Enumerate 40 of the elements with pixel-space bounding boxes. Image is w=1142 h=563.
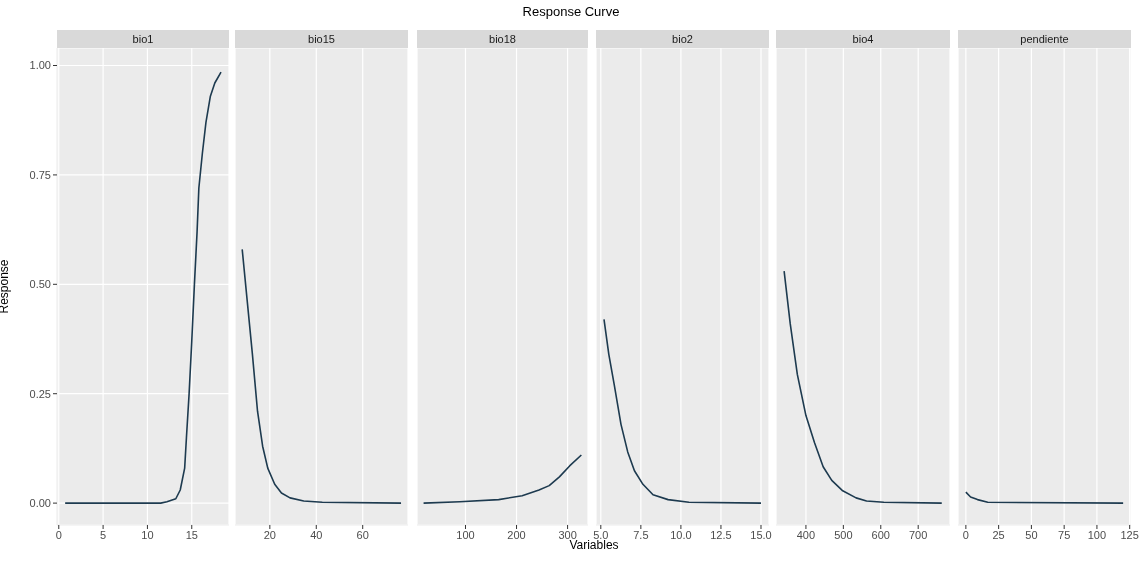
y-tick-label: 0.75 — [29, 168, 51, 181]
x-tick-label: 300 — [558, 528, 577, 541]
x-tick-label: 20 — [263, 528, 276, 541]
x-tick-label: 100 — [1087, 528, 1107, 541]
chart-title: bio15 — [235, 30, 408, 48]
line-series — [64, 71, 222, 504]
x-tick-label: 5.0 — [593, 528, 609, 541]
y-axis-title: Response — [0, 259, 12, 314]
x-tick-label: 60 — [356, 528, 369, 541]
y-tick-label: 0.25 — [29, 387, 51, 400]
y-tick-label: 0.00 — [29, 497, 51, 510]
x-tick-label: 75 — [1058, 528, 1071, 541]
y-tick-label: 0.50 — [29, 278, 51, 291]
chart-title: bio4 — [776, 30, 950, 48]
x-tick-label: 200 — [507, 528, 526, 541]
y-tick-label: 1.00 — [29, 59, 51, 72]
x-tick-label: 0 — [55, 528, 62, 541]
x-tick-label: 10.0 — [670, 528, 692, 541]
x-tick-label: 5 — [100, 528, 107, 541]
x-tick-label: 0 — [962, 528, 969, 541]
x-tick-label: 50 — [1025, 528, 1038, 541]
x-axis-title: Variables — [569, 538, 619, 552]
x-tick-label: 700 — [909, 528, 928, 541]
x-tick-label: 15.0 — [750, 528, 772, 541]
text: Response Curve — [521, 4, 621, 19]
chart-title: pendiente — [958, 30, 1131, 48]
x-tick-label: 600 — [871, 528, 890, 541]
x-tick-label: 25 — [992, 528, 1005, 541]
x-tick-label: 100 — [456, 528, 475, 541]
x-tick-label: 500 — [834, 528, 853, 541]
chart-title: bio18 — [417, 30, 588, 48]
x-tick-label: 10 — [141, 528, 154, 541]
x-tick-label: 15 — [185, 528, 198, 541]
x-tick-label: 125 — [1120, 528, 1139, 541]
chart-title: bio2 — [596, 30, 769, 48]
chart-title: bio1 — [57, 30, 229, 48]
x-tick-label: 12.5 — [710, 528, 732, 541]
x-tick-label: 400 — [796, 528, 816, 541]
x-tick-label: 40 — [310, 528, 323, 541]
x-tick-label: 7.5 — [633, 528, 649, 541]
